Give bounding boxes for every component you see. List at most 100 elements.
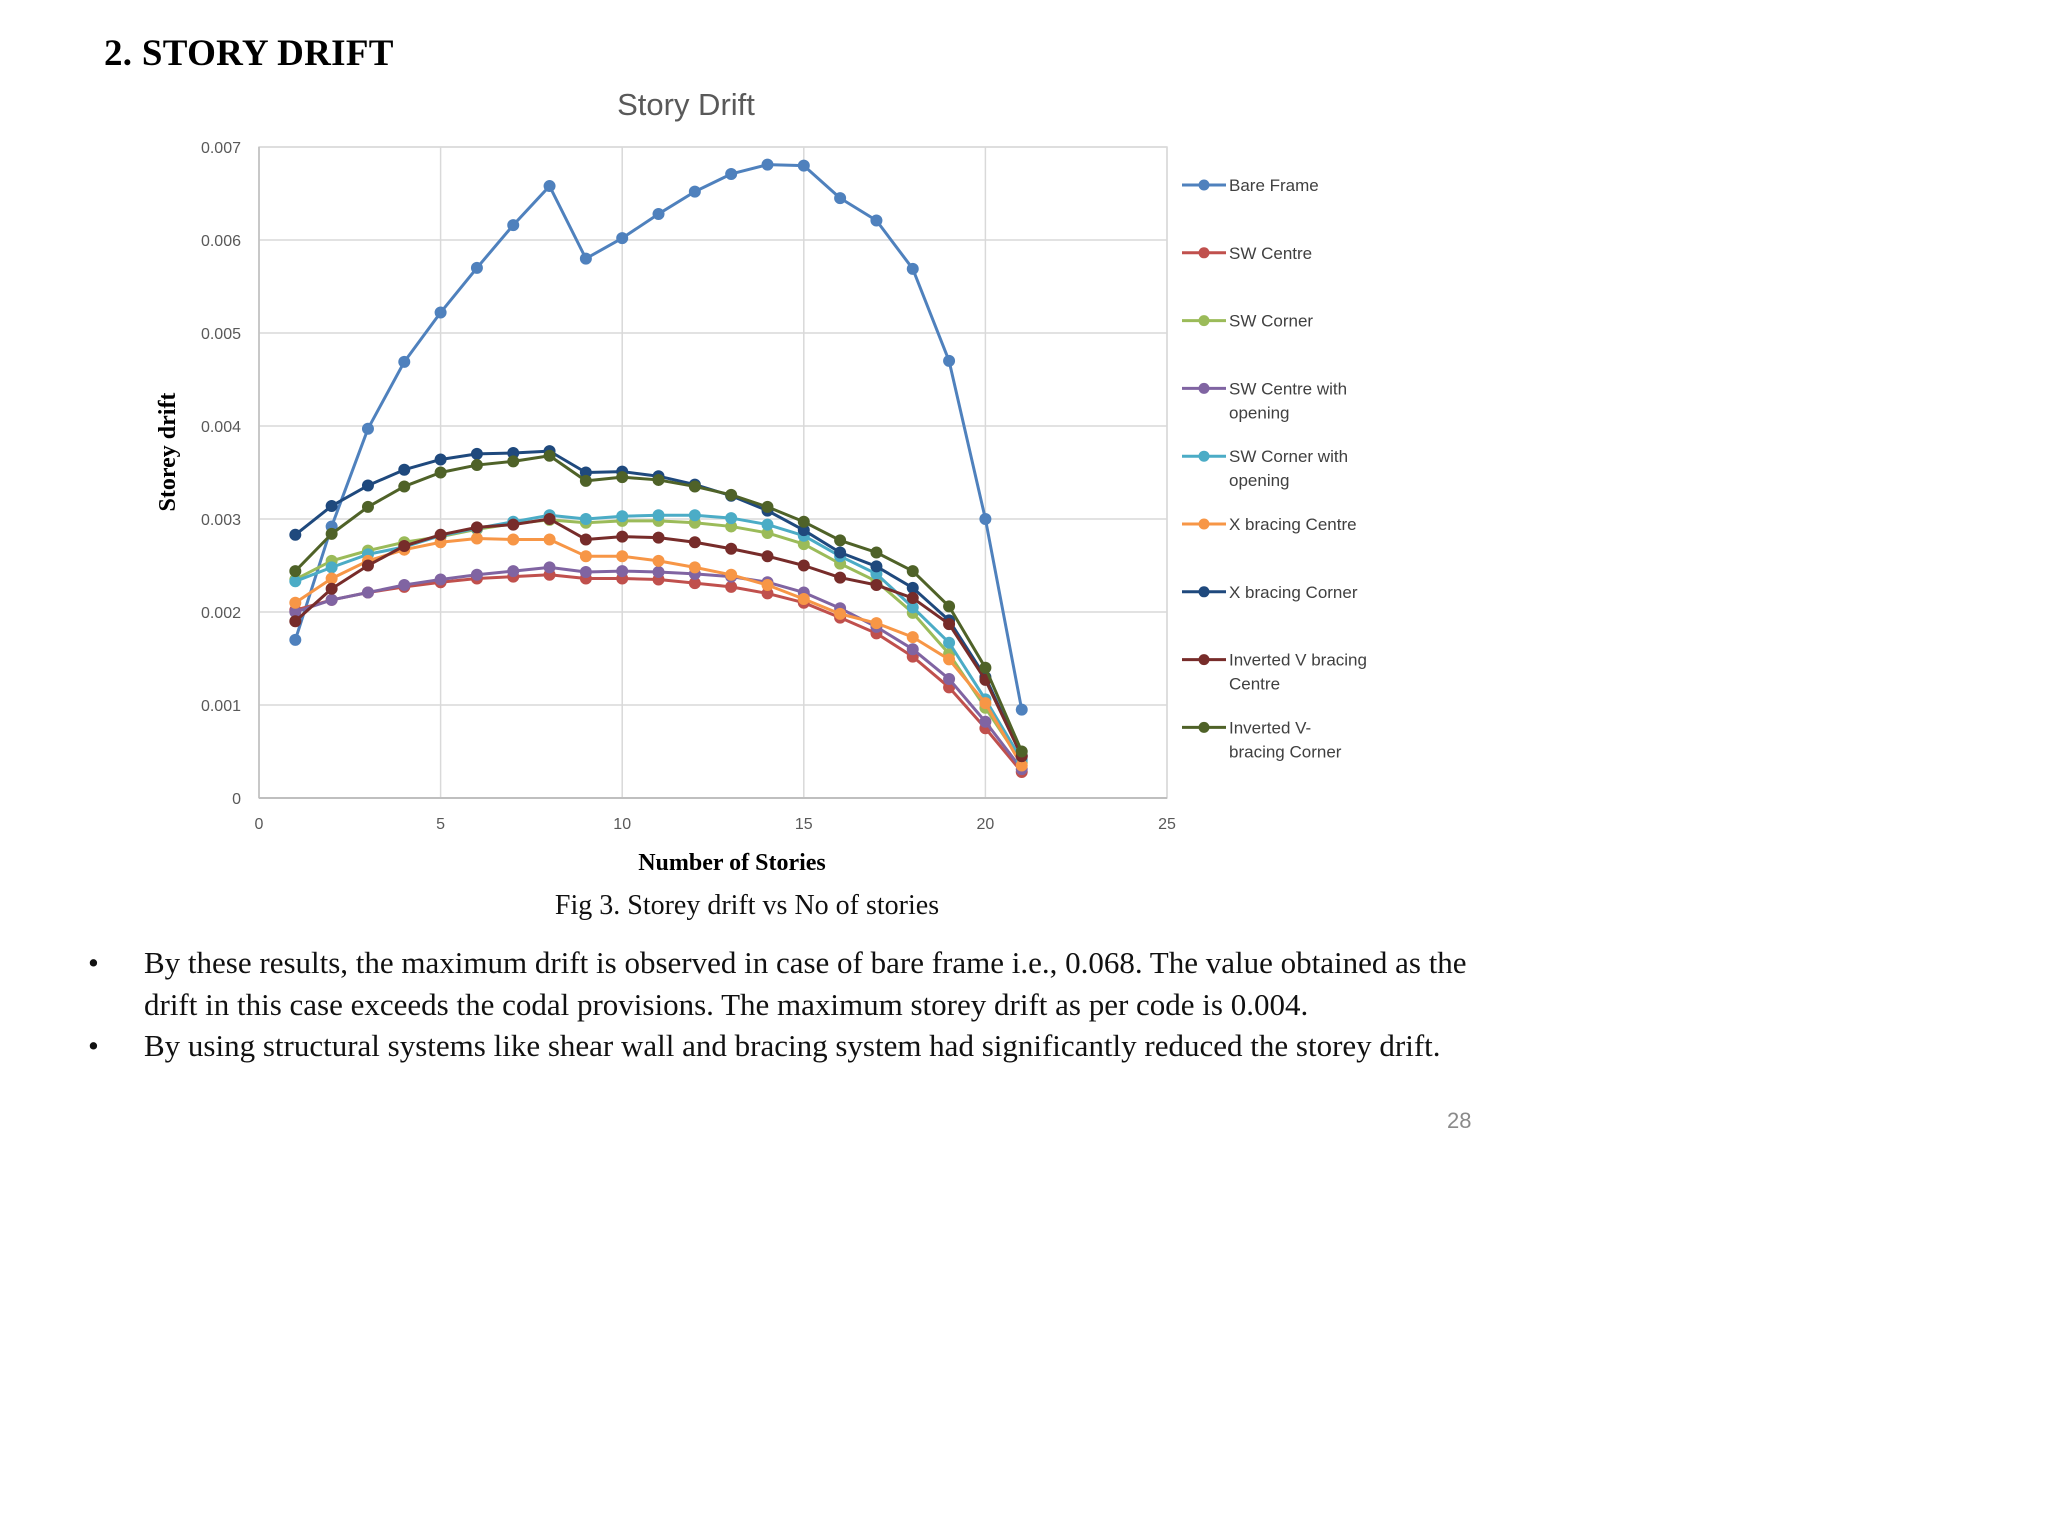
data-point [470,459,483,472]
y-tick-label: 0.002 [201,605,241,622]
y-tick-label: 0.007 [201,140,241,157]
data-point [906,631,919,644]
data-point [688,509,701,522]
data-point [325,593,338,606]
bullet-item: • By these results, the maximum drift is … [88,942,1488,1025]
y-tick-label: 0.004 [201,419,241,436]
legend-item: X bracing Centre [1182,515,1357,534]
legend-label: Inverted V- [1229,718,1311,737]
legend-label: Bare Frame [1229,176,1319,195]
legend-label: Centre [1229,675,1280,694]
data-point [870,214,883,227]
series-0 [289,158,1028,716]
data-point [834,192,847,205]
data-point [943,600,956,613]
y-axis-label: Storey drift [155,393,181,512]
bullet-symbol: • [88,945,99,980]
legend-item: SW Corner [1182,312,1313,331]
data-point [652,509,665,522]
x-tick-label: 15 [795,816,813,833]
data-point [543,180,556,193]
legend-label: Inverted V bracing [1229,651,1367,670]
data-point [325,572,338,585]
x-tick-label: 25 [1158,816,1176,833]
data-point [979,715,992,728]
story-drift-chart: Story Drift Storey drift Number of Stori… [155,87,1367,876]
legend-marker [1198,654,1210,666]
data-point [289,596,302,609]
data-point [507,455,520,468]
legend-marker [1198,179,1210,191]
data-point [652,473,665,486]
data-point [361,500,374,513]
legend-item: Bare Frame [1182,176,1319,195]
data-point [834,546,847,559]
page-number: 28 [1447,1108,1472,1133]
legend-item: SW Centre [1182,244,1312,263]
data-point [361,479,374,492]
data-point [289,615,302,628]
bullet-list: • By these results, the maximum drift is … [88,942,1488,1067]
data-point [579,566,592,579]
data-point [579,252,592,265]
data-point [543,561,556,574]
data-point [361,586,374,599]
data-point [361,559,374,572]
data-point [979,697,992,710]
data-point [434,466,447,479]
legend-label: SW Corner with [1229,447,1348,466]
data-point [616,471,629,484]
data-point [289,565,302,578]
data-point [725,568,738,581]
data-point [616,550,629,563]
data-point [616,530,629,543]
data-point [979,513,992,525]
legend-label: opening [1229,403,1290,422]
data-point [616,510,629,523]
legend-marker [1198,518,1210,530]
data-point [507,565,520,578]
legend-label: X bracing Centre [1229,515,1357,534]
bullet-text: By using structural systems like shear w… [144,1028,1441,1063]
data-point [470,568,483,581]
data-point [470,532,483,545]
data-point [725,167,738,180]
data-point [906,262,919,275]
data-point [507,518,520,531]
data-point [652,531,665,544]
data-point [289,633,302,646]
data-point [870,579,883,592]
data-point [834,607,847,620]
data-point [507,533,520,546]
legend-item: Inverted V bracing Centre [1182,651,1367,694]
data-point [507,219,520,232]
axis-ticks: 0 0.001 0.002 0.003 0.004 0.005 0.006 0.007 0 5 10… [201,140,1176,833]
data-point [870,617,883,630]
data-point [325,499,338,512]
legend-marker [1198,450,1210,462]
legend-label: bracing Corner [1229,742,1342,761]
slide-title: 2. STORY DRIFT [104,33,394,74]
bullet-item: • By using structural systems like shear … [88,1025,1488,1067]
data-point [797,515,810,528]
data-point [761,579,774,592]
data-point [761,518,774,531]
data-point [398,539,411,552]
data-point [906,643,919,656]
data-point [543,449,556,462]
data-point [688,480,701,493]
data-series [289,158,1028,778]
data-point [398,480,411,493]
data-point [906,565,919,578]
y-tick-label: 0.001 [201,698,241,715]
data-point [1015,745,1028,758]
data-point [834,571,847,584]
data-point [688,185,701,198]
legend-item: Inverted V-bracing Corner [1182,718,1342,761]
data-point [434,528,447,541]
series-line [293,163,1024,710]
data-point [797,592,810,605]
x-tick-label: 10 [613,816,631,833]
data-point [543,513,556,525]
data-point [725,580,738,593]
